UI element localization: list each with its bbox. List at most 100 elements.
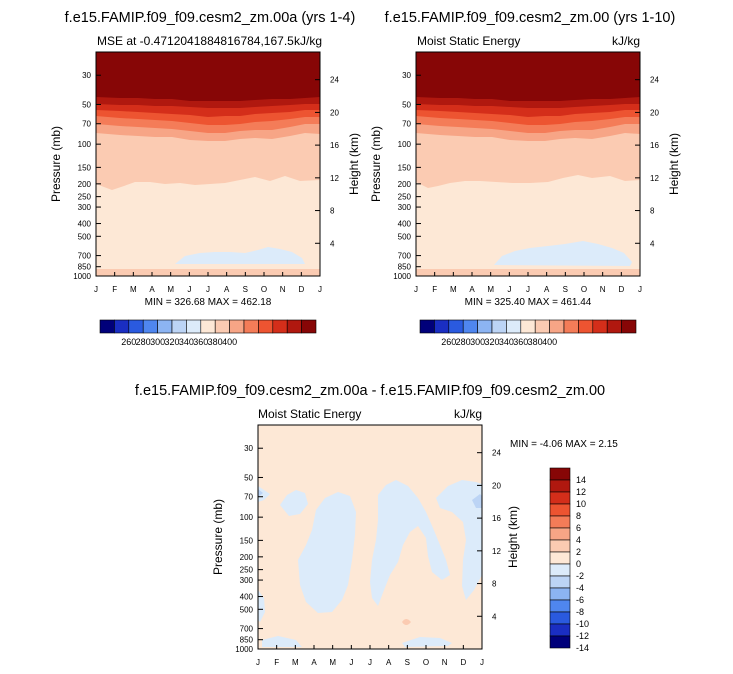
y2-tick-label: 12: [330, 174, 339, 183]
contour-fill: [402, 619, 411, 625]
x-tick-label: N: [442, 658, 448, 667]
colorbar-label: 380: [528, 337, 543, 347]
panel-3-ylabel-right: Height (km): [506, 506, 520, 568]
y-tick-label: 700: [398, 252, 412, 261]
x-tick-label: A: [149, 285, 155, 294]
y2-tick-label: 24: [650, 76, 659, 85]
colorbar-swatch: [549, 551, 571, 565]
x-tick-label: O: [261, 285, 267, 294]
colorbar-label: 6: [576, 523, 581, 533]
axes-layer: 3050701001502002503004005007008501000242…: [73, 51, 659, 667]
colorbar-swatch: [549, 611, 571, 625]
contour-fill: [258, 590, 265, 622]
x-tick-label: J: [94, 285, 98, 294]
y-tick-label: 30: [244, 444, 253, 453]
x-tick-label: A: [224, 285, 230, 294]
colorbar-swatch: [477, 319, 493, 334]
y-tick-label: 150: [398, 163, 412, 172]
colorbar-label: -4: [576, 583, 584, 593]
y-tick-label: 150: [78, 163, 92, 172]
colorbar-label: 4: [576, 535, 581, 545]
y-tick-label: 100: [240, 513, 254, 522]
colorbar-swatch: [114, 319, 130, 334]
colorbar-swatch: [549, 467, 571, 481]
panel-2-contours: [416, 52, 640, 276]
y2-tick-label: 4: [330, 239, 335, 248]
panel-1-left-label: MSE at -0.4712041884816784,167.5: [97, 34, 294, 48]
colorbar-label: 320: [484, 337, 499, 347]
colorbar-swatch: [549, 539, 571, 553]
y-tick-label: 50: [244, 473, 253, 482]
colorbar-swatch: [142, 319, 158, 334]
x-tick-label: J: [318, 285, 322, 294]
contour-fill: [416, 52, 640, 101]
panel-1-right-label: kJ/kg: [294, 34, 322, 48]
colorbar-label: 0: [576, 559, 581, 569]
colorbar-label: -8: [576, 607, 584, 617]
y-tick-label: 1000: [73, 272, 91, 281]
x-tick-label: O: [423, 658, 429, 667]
x-tick-label: J: [507, 285, 511, 294]
x-tick-label: D: [618, 285, 624, 294]
x-tick-label: S: [243, 285, 248, 294]
colorbar-label: 2: [576, 547, 581, 557]
colorbar-swatch: [448, 319, 464, 334]
colorbar-label: 300: [470, 337, 485, 347]
y-tick-label: 500: [240, 605, 254, 614]
y-tick-label: 200: [398, 180, 412, 189]
x-tick-label: A: [386, 658, 392, 667]
colorbar-swatch: [549, 587, 571, 601]
panel-3-right-label: kJ/kg: [454, 407, 482, 421]
x-tick-label: F: [432, 285, 437, 294]
y2-tick-label: 12: [650, 174, 659, 183]
y-tick-label: 700: [78, 252, 92, 261]
contour-fill: [472, 494, 482, 508]
x-tick-label: N: [600, 285, 606, 294]
colorbar-label: 260: [121, 337, 136, 347]
y2-tick-label: 8: [650, 207, 655, 216]
x-tick-label: J: [638, 285, 642, 294]
y-tick-label: 50: [402, 100, 411, 109]
y-tick-label: 150: [240, 536, 254, 545]
colorbar-swatch: [578, 319, 594, 334]
y-tick-label: 500: [78, 232, 92, 241]
x-tick-label: A: [311, 658, 317, 667]
colorbar-swatch: [186, 319, 202, 334]
x-tick-label: J: [480, 658, 484, 667]
panel-3-title: f.e15.FAMIP.f09_f09.cesm2_zm.00a - f.e15…: [135, 383, 605, 399]
y-tick-label: 70: [402, 120, 411, 129]
contour-fill: [494, 241, 632, 266]
x-tick-label: D: [460, 658, 466, 667]
y-tick-label: 100: [398, 140, 412, 149]
colorbar-swatch: [171, 319, 187, 334]
y-tick-label: 400: [398, 220, 412, 229]
y2-tick-label: 20: [330, 108, 339, 117]
x-tick-label: F: [112, 285, 117, 294]
panel-2-ylabel-right: Height (km): [667, 133, 681, 195]
y-tick-label: 850: [398, 263, 412, 272]
panel-1-ylabel: Pressure (mb): [49, 126, 63, 202]
colorbar-swatch: [549, 491, 571, 505]
contour-fill: [258, 489, 263, 497]
colorbar-swatch: [419, 319, 435, 334]
colorbar-swatch: [549, 635, 571, 649]
panel-3-contours: [258, 425, 482, 649]
colorbar-label: -14: [576, 643, 589, 653]
colorbar-label: 380: [208, 337, 223, 347]
colorbar-label: 280: [456, 337, 471, 347]
contour-fill: [96, 52, 320, 101]
y-tick-label: 850: [240, 636, 254, 645]
y-tick-label: 300: [240, 576, 254, 585]
y-tick-label: 300: [78, 203, 92, 212]
colorbar-label: 8: [576, 511, 581, 521]
panel-3-ylabel: Pressure (mb): [211, 499, 225, 575]
y-tick-label: 30: [82, 71, 91, 80]
y-tick-label: 50: [82, 100, 91, 109]
colorbar-label: 340: [499, 337, 514, 347]
y2-tick-label: 16: [650, 141, 659, 150]
x-tick-label: D: [298, 285, 304, 294]
colorbar-swatch: [200, 319, 216, 334]
y-tick-label: 30: [402, 71, 411, 80]
y-tick-label: 70: [244, 493, 253, 502]
